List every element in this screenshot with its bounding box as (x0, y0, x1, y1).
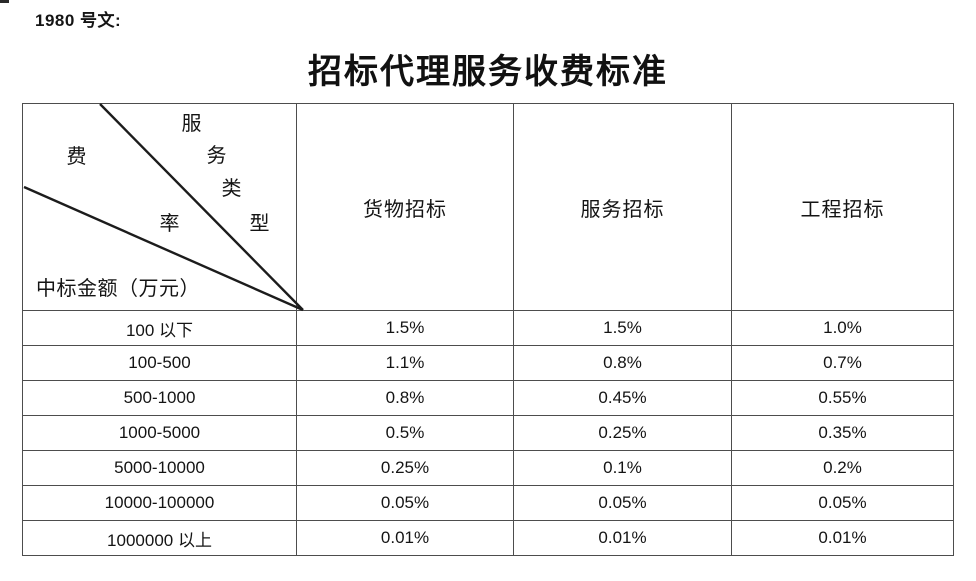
row-label: 500-1000 (22, 380, 297, 416)
fee-cell: 0.01% (731, 520, 954, 556)
corner-service-type-char-1: 服 (181, 113, 203, 135)
fee-standard-table: 费 率 服 务 类 型 中标金额（万元） 货物招标 服务招标 工程招标 100 … (22, 103, 954, 556)
fee-cell: 0.35% (731, 415, 954, 451)
column-header-goods: 货物招标 (296, 103, 514, 311)
row-label: 100-500 (22, 345, 297, 381)
winning-amount-header-label: 中标金额（万元） (36, 278, 200, 300)
table-row: 10000-100000 0.05% 0.05% 0.05% (22, 485, 954, 521)
table-header-row: 费 率 服 务 类 型 中标金额（万元） 货物招标 服务招标 工程招标 (22, 103, 954, 312)
fee-cell: 0.05% (296, 485, 514, 521)
corner-service-type-char-4: 型 (249, 213, 271, 235)
fee-cell: 1.5% (513, 310, 732, 346)
column-header-engineering: 工程招标 (731, 103, 954, 311)
corner-fee-rate-char-2: 率 (159, 213, 181, 235)
fee-cell: 0.8% (513, 345, 732, 381)
fee-cell: 0.25% (296, 450, 514, 486)
fee-cell: 0.2% (731, 450, 954, 486)
corner-service-type-char-3: 类 (221, 178, 243, 200)
fee-cell: 0.55% (731, 380, 954, 416)
row-label: 1000-5000 (22, 415, 297, 451)
fee-cell: 0.5% (296, 415, 514, 451)
page-edge-artifact (0, 0, 9, 3)
table-row: 1000-5000 0.5% 0.25% 0.35% (22, 415, 954, 451)
diagonal-corner-header-cell: 费 率 服 务 类 型 中标金额（万元） (22, 103, 304, 312)
fee-cell: 0.01% (513, 520, 732, 556)
row-label: 5000-10000 (22, 450, 297, 486)
page-title: 招标代理服务收费标准 (308, 54, 668, 91)
row-label: 10000-100000 (22, 485, 297, 521)
table-row: 1000000 以上 0.01% 0.01% 0.01% (22, 520, 954, 556)
fee-cell: 0.1% (513, 450, 732, 486)
column-header-services: 服务招标 (513, 103, 732, 311)
table-row: 100 以下 1.5% 1.5% 1.0% (22, 310, 954, 346)
fee-cell: 0.25% (513, 415, 732, 451)
corner-service-type-char-2: 务 (206, 145, 228, 167)
fee-cell: 0.05% (513, 485, 732, 521)
table-row: 100-500 1.1% 0.8% 0.7% (22, 345, 954, 381)
fee-cell: 0.01% (296, 520, 514, 556)
fee-cell: 0.7% (731, 345, 954, 381)
table-row: 5000-10000 0.25% 0.1% 0.2% (22, 450, 954, 486)
fee-cell: 0.05% (731, 485, 954, 521)
fee-cell: 0.45% (513, 380, 732, 416)
fee-cell: 1.1% (296, 345, 514, 381)
fee-cell: 0.8% (296, 380, 514, 416)
diagonal-divider-lines (23, 103, 304, 312)
fee-cell: 1.5% (296, 310, 514, 346)
corner-fee-rate-char-1: 费 (66, 146, 88, 168)
row-label: 100 以下 (22, 310, 297, 346)
document-number-label: 1980 号文: (35, 11, 122, 30)
fee-cell: 1.0% (731, 310, 954, 346)
table-row: 500-1000 0.8% 0.45% 0.55% (22, 380, 954, 416)
row-label: 1000000 以上 (22, 520, 297, 556)
